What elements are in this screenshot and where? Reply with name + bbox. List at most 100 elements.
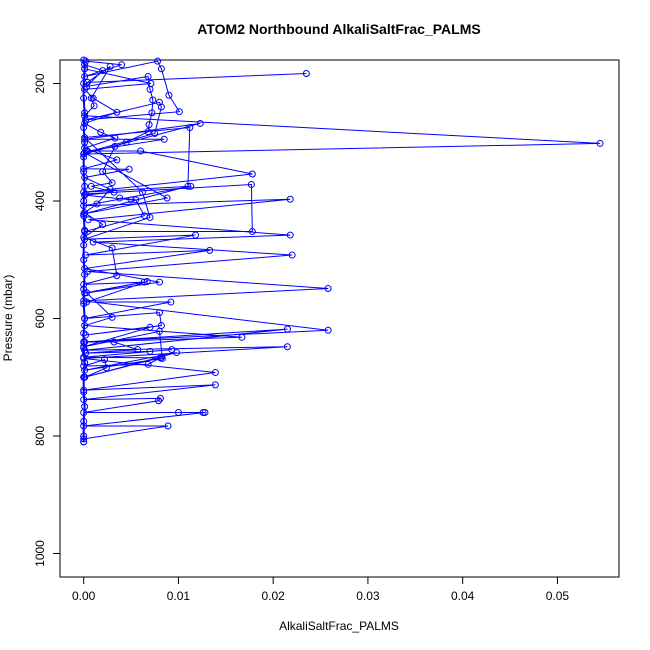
data-point [145, 121, 153, 129]
data-point [80, 80, 88, 87]
data-point [102, 364, 110, 372]
data-point [113, 272, 121, 280]
x-tick-label: 0.03 [356, 589, 380, 603]
data-point [80, 373, 88, 381]
data-point [238, 333, 246, 341]
data-point [80, 197, 88, 205]
data-point [80, 344, 88, 352]
data-point [80, 285, 88, 293]
data-point [206, 246, 214, 254]
data-point [288, 251, 296, 259]
data-point [99, 67, 107, 75]
y-tick-label: 800 [33, 426, 47, 446]
data-point [146, 347, 154, 355]
data-point [99, 221, 107, 228]
data-point [155, 397, 163, 405]
data-point [80, 94, 88, 102]
data-point [125, 165, 133, 173]
data-point [147, 80, 155, 87]
data-point [93, 200, 101, 208]
data-point [164, 422, 172, 430]
data-point [191, 231, 199, 239]
y-tick-label: 1000 [33, 540, 47, 567]
data-point [283, 325, 291, 333]
data-point [324, 326, 332, 334]
data-point [196, 119, 204, 127]
data-point [81, 270, 89, 278]
data-point [82, 331, 90, 339]
data-point [144, 72, 152, 80]
data-point [80, 168, 88, 176]
data-point [151, 129, 159, 137]
data-point [80, 153, 88, 161]
data-point [80, 300, 88, 308]
data-point [80, 329, 88, 337]
data-point [140, 278, 148, 286]
data-point [110, 338, 118, 346]
data-point [80, 56, 88, 64]
data-point [160, 135, 168, 143]
x-axis-label: AlkaliSaltFrac_PALMS [279, 619, 399, 633]
data-point [111, 134, 119, 142]
data-point [81, 359, 89, 367]
x-tick-label: 0.00 [72, 589, 96, 603]
chart-title: ATOM2 Northbound AlkaliSaltFrac_PALMS [197, 21, 480, 37]
data-point [324, 285, 332, 293]
near-zero-points [80, 56, 89, 446]
data-point [84, 216, 92, 224]
x-tick-label: 0.05 [546, 589, 570, 603]
data-point [106, 185, 114, 193]
y-tick-label: 200 [33, 73, 47, 93]
data-point [143, 277, 151, 285]
series-line [84, 64, 253, 233]
data-point [81, 65, 89, 73]
data-point [174, 409, 182, 416]
data-point [286, 195, 294, 203]
data-point [175, 108, 183, 116]
series-line [83, 60, 210, 378]
data-point [149, 96, 157, 104]
data-point [156, 354, 164, 362]
data-point [154, 57, 162, 65]
data-point [81, 109, 89, 117]
data-point [211, 381, 219, 389]
y-axis: 200 400 600 800 1000 [33, 73, 61, 567]
data-point [157, 65, 165, 73]
data-point [81, 226, 89, 234]
data-point [108, 244, 116, 252]
data-point [118, 61, 126, 69]
data-point [97, 128, 105, 136]
data-point [211, 369, 219, 377]
data-point [283, 343, 291, 351]
data-point [248, 228, 256, 236]
data-point [108, 179, 116, 187]
data-point [80, 388, 88, 396]
data-point [80, 241, 88, 249]
data-point [134, 346, 142, 354]
data-point [155, 309, 163, 317]
data-point [184, 182, 192, 190]
data-point [155, 278, 163, 286]
data-point [87, 94, 95, 102]
x-tick-label: 0.04 [451, 589, 475, 603]
data-point [113, 156, 121, 164]
data-point [137, 147, 145, 155]
y-axis-label: Pressure (mbar) [1, 275, 15, 362]
data-point [247, 181, 255, 189]
data-point [87, 182, 95, 190]
data-point [163, 194, 171, 202]
data-point [248, 170, 256, 178]
data-point [596, 139, 604, 147]
data-point [108, 313, 116, 321]
data-point [81, 182, 89, 190]
data-point [302, 70, 310, 78]
data-point [146, 213, 154, 221]
data-point [167, 298, 175, 306]
y-tick-label: 600 [33, 308, 47, 328]
data-point [81, 138, 89, 146]
data-point [148, 109, 156, 117]
data-point [201, 409, 209, 416]
data-point [113, 108, 121, 116]
data-point [80, 256, 88, 264]
